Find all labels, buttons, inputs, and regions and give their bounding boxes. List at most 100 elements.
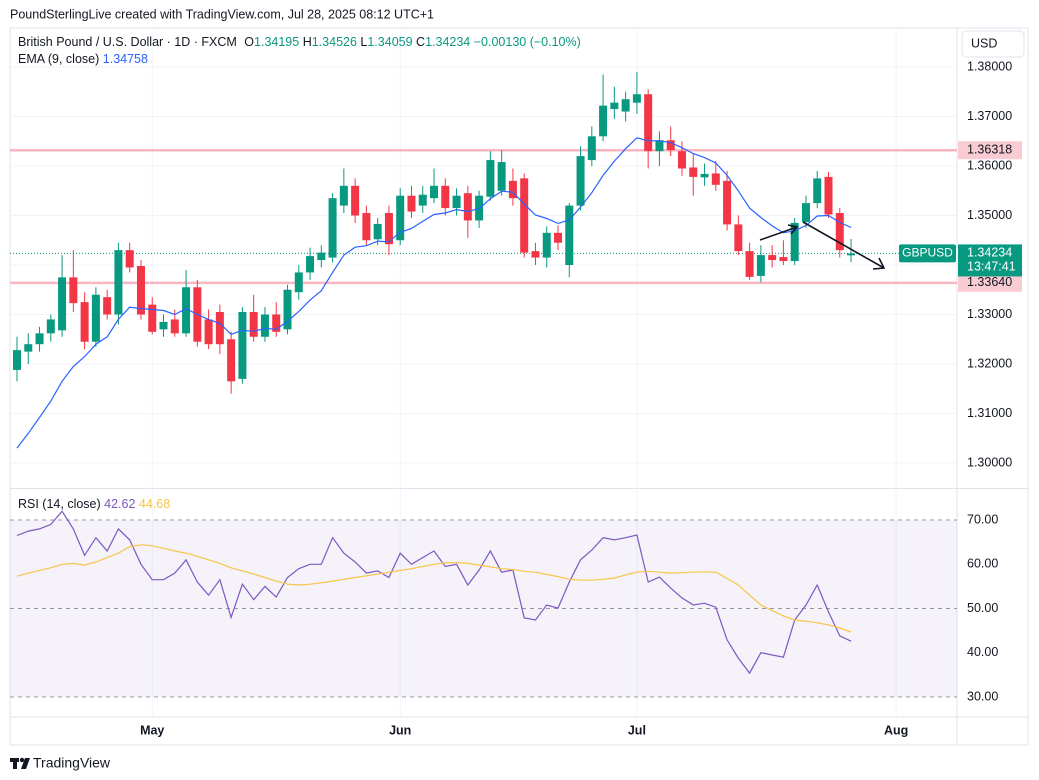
candle-body	[813, 178, 822, 204]
rsi-value: 42.62	[104, 497, 135, 511]
candle-body	[24, 344, 33, 352]
candle-body	[125, 250, 134, 268]
logo-shape	[13, 762, 17, 769]
logo	[10, 757, 30, 769]
logo-shape	[19, 757, 25, 763]
candle-body	[632, 94, 641, 103]
candle-body	[452, 195, 461, 209]
y-tick-label: 1.37000	[967, 109, 1012, 123]
drawing-arrow	[759, 224, 799, 241]
ohlc-value: 1.34059	[367, 35, 412, 49]
candle-body	[339, 185, 348, 206]
candle-body	[508, 180, 517, 199]
candle-body	[768, 255, 777, 261]
ohlc-value: 1.34234	[425, 35, 470, 49]
price-tag	[958, 244, 1022, 277]
ohlc-label: H	[303, 35, 312, 49]
candle-body	[69, 277, 78, 304]
candle-body	[362, 213, 371, 241]
currency-button[interactable]	[961, 30, 1025, 58]
x-tick-label: Jul	[628, 723, 646, 737]
candle-body	[114, 250, 123, 315]
candle-body	[520, 178, 529, 253]
candle-body	[734, 224, 743, 252]
symbol-title: British Pound / U.S. Dollar · 1D · FXCM	[18, 35, 237, 49]
ema-name: EMA (9, close)	[18, 52, 99, 66]
y-tick-label: 1.35000	[967, 208, 1012, 222]
y-tick-label: 30.00	[967, 689, 998, 703]
candle-body	[159, 321, 168, 330]
candle-body	[227, 339, 236, 382]
y-tick-label: 1.38000	[967, 59, 1012, 73]
frame	[9, 27, 1029, 718]
candle-body	[136, 265, 145, 315]
marks	[10, 71, 957, 675]
candle-body	[790, 222, 799, 262]
y-tick-label: 1.32000	[967, 356, 1012, 370]
candle-body	[260, 314, 269, 337]
candle-body	[328, 198, 337, 258]
candle-body	[779, 257, 788, 262]
drawing	[759, 221, 886, 270]
ohlc-value: 1.34195	[254, 35, 299, 49]
x-tick-label: Jun	[389, 723, 411, 737]
ohlc-label: C	[416, 35, 425, 49]
candle-body	[204, 319, 213, 345]
candle-body	[689, 167, 698, 177]
currency[interactable]: USD	[971, 36, 997, 50]
candle-body	[441, 185, 450, 209]
candle-body	[351, 185, 360, 216]
candle-body	[655, 140, 664, 152]
candle-body	[497, 162, 506, 191]
candle-body	[700, 173, 709, 178]
x-tick-label: Aug	[884, 723, 908, 737]
candle-body	[407, 195, 416, 212]
candle-body	[148, 304, 157, 332]
x-tick-label: May	[140, 723, 164, 737]
y-tick-label: 1.30000	[967, 455, 1012, 469]
ema-value: 1.34758	[103, 52, 148, 66]
countdown: 13:47:41	[967, 260, 1016, 274]
candle-body	[576, 156, 585, 206]
candle-body	[418, 194, 427, 206]
logo-shape	[10, 758, 19, 762]
rsi-title: RSI (14, close)	[18, 497, 101, 511]
candle-body	[80, 302, 89, 342]
candle-body	[91, 294, 100, 342]
logo-shape	[21, 758, 30, 769]
candle-body	[666, 140, 675, 151]
ohlc-label: L	[360, 35, 367, 49]
level-label: 1.36318	[967, 143, 1012, 157]
candle-body	[294, 272, 303, 293]
ema-legend: EMA (9, close) 1.34758	[18, 52, 148, 66]
candle-body	[677, 151, 686, 169]
candle-body	[610, 102, 619, 110]
candle-body	[283, 289, 292, 330]
rsi-ma-value: 44.68	[139, 497, 170, 511]
level-tag	[958, 141, 1022, 160]
symbol-tag-label: GBPUSD	[902, 246, 953, 260]
candle-body	[58, 277, 67, 331]
candle-body	[215, 312, 224, 345]
candle-body	[486, 160, 495, 197]
candle-body	[835, 213, 844, 251]
candle-body	[272, 314, 281, 332]
candle-body	[711, 173, 720, 185]
candle-body	[531, 251, 540, 258]
candle-body	[373, 223, 382, 240]
y-tick-label: 50.00	[967, 601, 998, 615]
candle-body	[621, 99, 630, 112]
candle-body	[463, 193, 472, 221]
candle-body	[170, 319, 179, 334]
candle-body	[644, 94, 653, 152]
candle-body	[745, 251, 754, 277]
change: −0.00130 (−0.10%)	[474, 35, 581, 49]
candle-body	[46, 319, 55, 334]
candle-body	[599, 105, 608, 137]
legend: British Pound / U.S. Dollar · 1D · FXCM …	[18, 35, 581, 49]
level-label: 1.33640	[967, 275, 1012, 289]
ema-line	[16, 137, 852, 449]
